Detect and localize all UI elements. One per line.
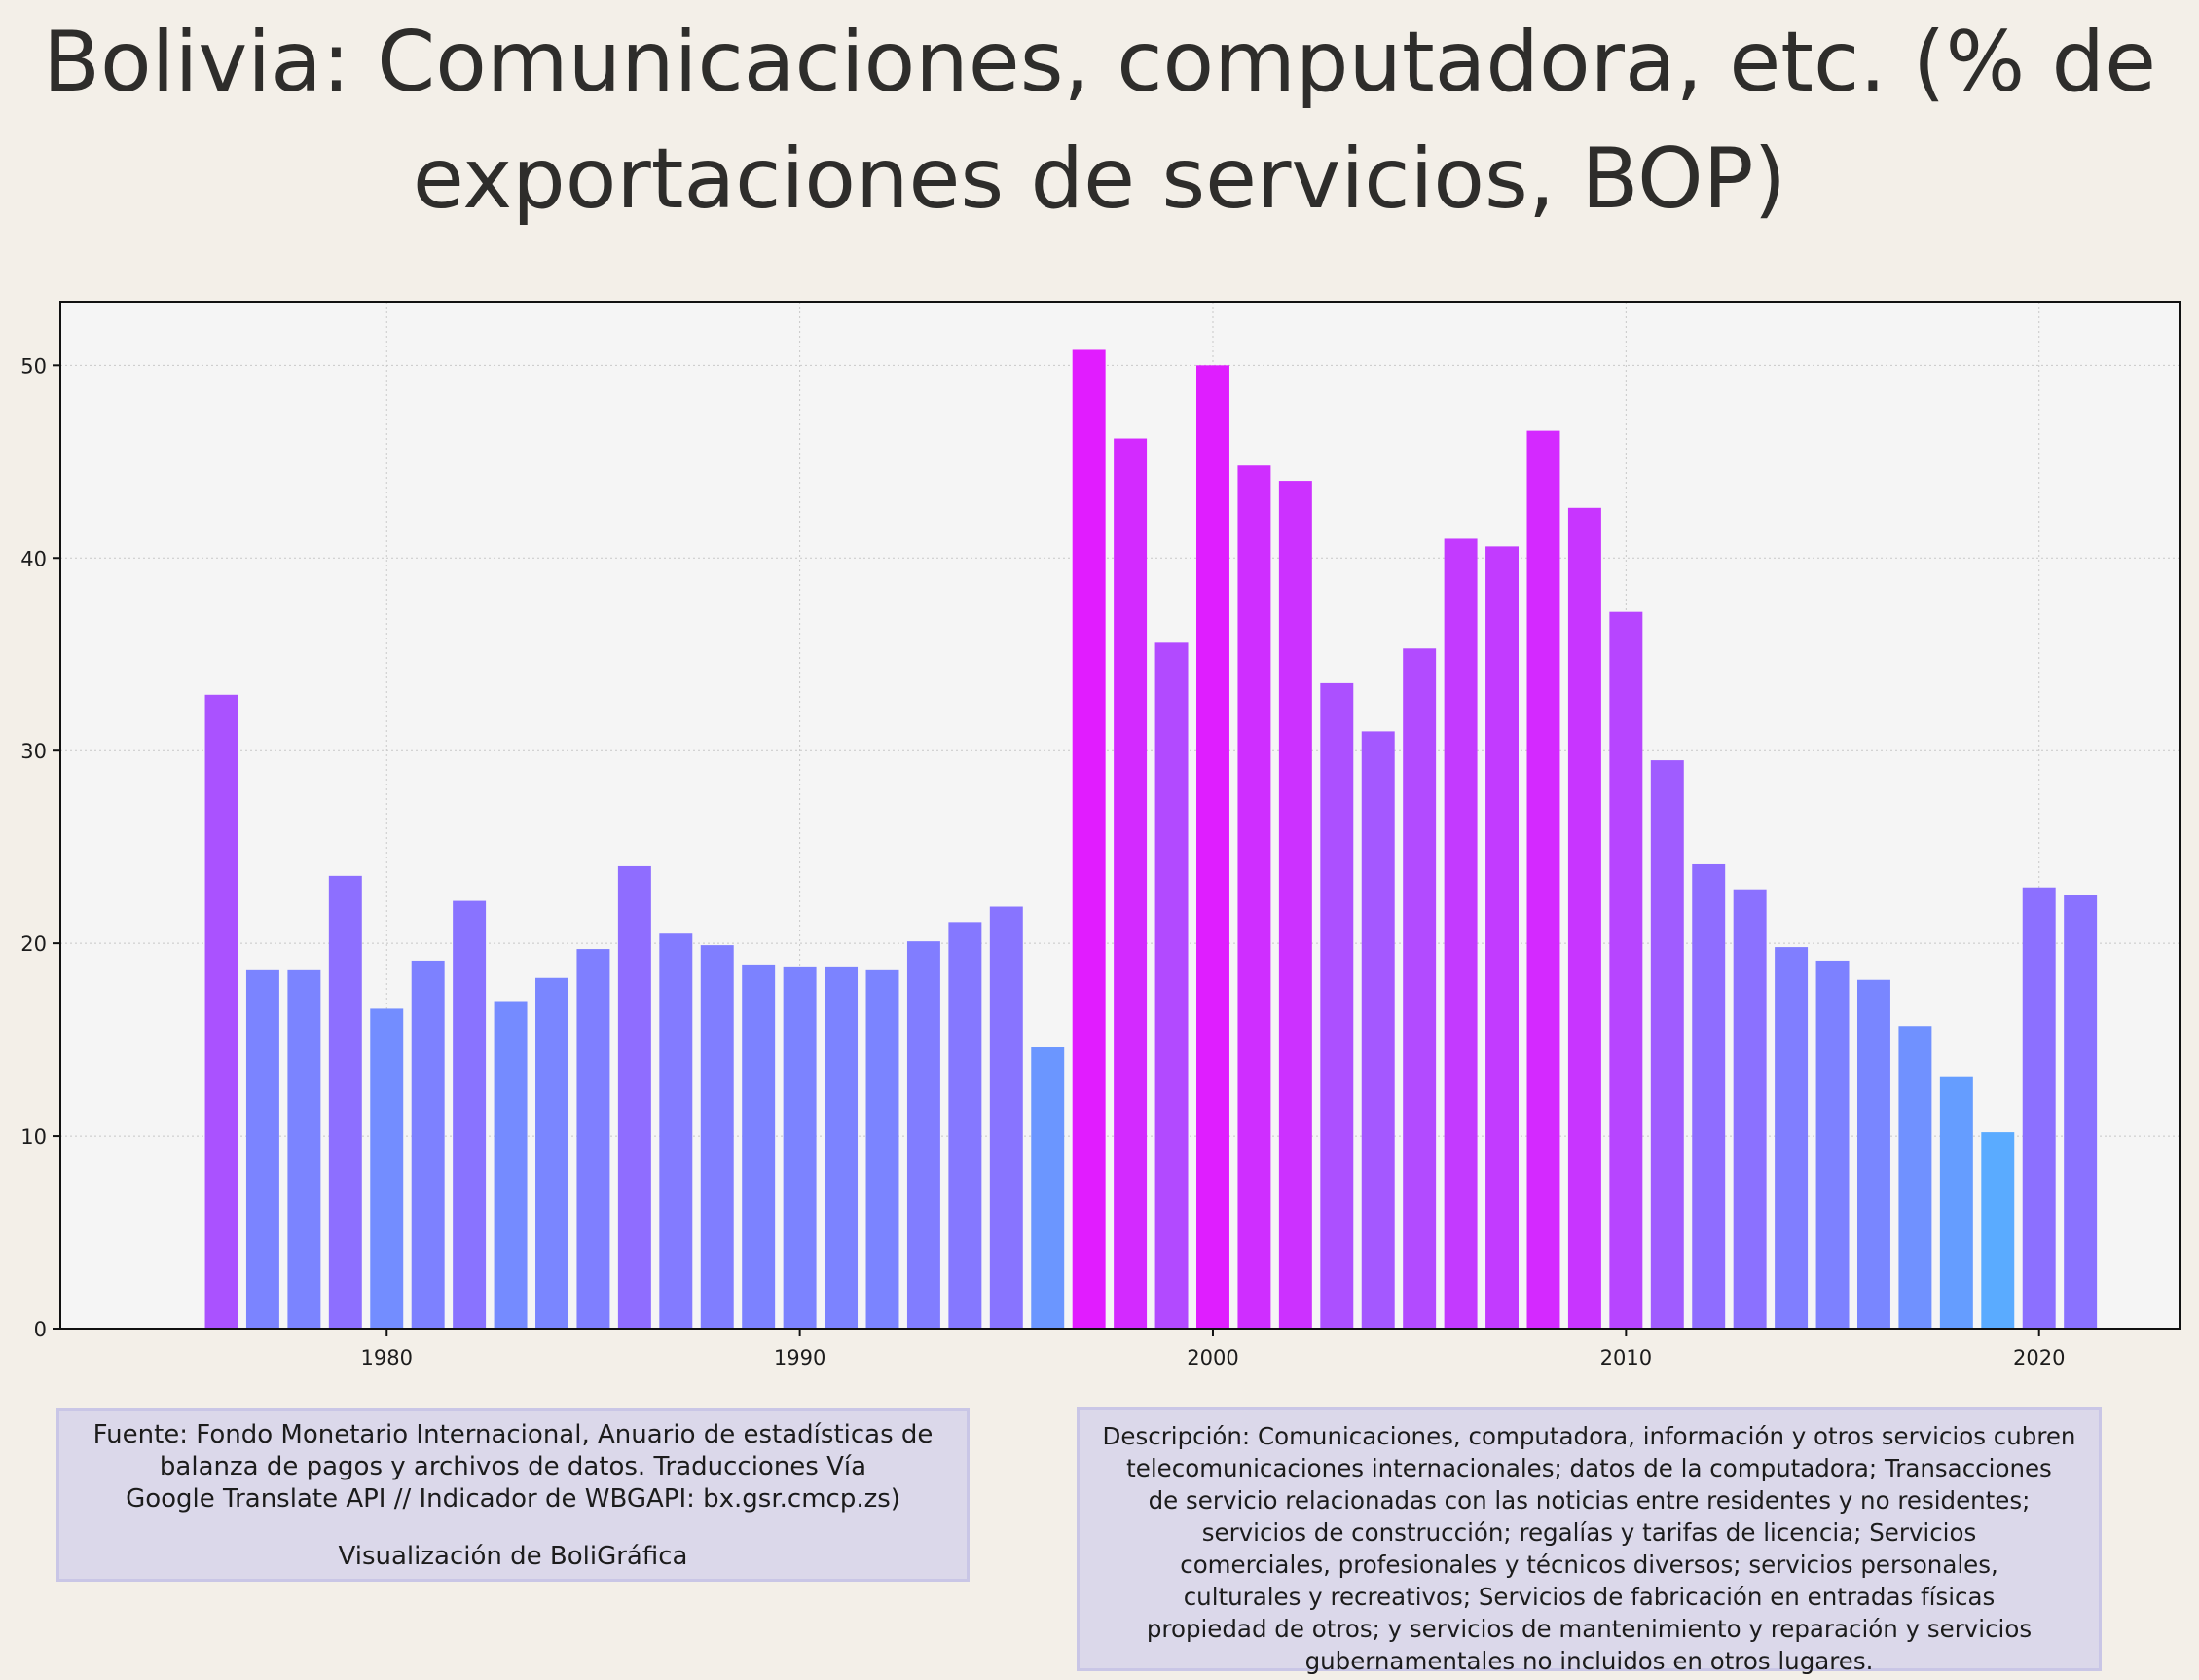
description-box: Descripción: Comunicaciones, computadora…	[1077, 1407, 2102, 1675]
bar	[1444, 538, 1478, 1329]
y-tick-label: 0	[34, 1318, 47, 1341]
description-line-8: gubernamentales no incluidos en otros lu…	[1304, 1647, 1874, 1675]
bar	[1526, 430, 1560, 1329]
bar	[1114, 438, 1148, 1330]
plot-frame	[59, 301, 2181, 1330]
bar	[1775, 947, 1809, 1329]
axes: 1980 1990 2000 2010 2020 0 10 20 30 40 50	[20, 354, 2065, 1370]
bar	[700, 945, 734, 1329]
bar	[659, 933, 693, 1329]
bar	[1981, 1132, 2015, 1329]
source-line-2: balanza de pagos y archivos de datos. Tr…	[159, 1452, 867, 1481]
bar	[328, 875, 362, 1329]
bar	[1609, 611, 1643, 1329]
bar	[1196, 365, 1229, 1329]
bar	[1567, 507, 1601, 1329]
bar	[742, 964, 776, 1329]
bar	[1072, 349, 1106, 1330]
description-line-7: propiedad de otros; y servicios de mante…	[1146, 1615, 2033, 1643]
bar	[948, 922, 982, 1329]
bar	[865, 969, 899, 1329]
bar	[1939, 1076, 1973, 1329]
chart-title: Bolivia: Comunicaciones, computadora, et…	[42, 14, 2157, 228]
bar	[617, 865, 651, 1329]
description-line-3: de servicio relacionadas con las noticia…	[1148, 1486, 2031, 1515]
bar	[535, 977, 568, 1329]
bar	[453, 900, 487, 1329]
bar-series	[204, 349, 2098, 1330]
bar	[1856, 979, 1890, 1329]
bar	[2064, 895, 2098, 1329]
bar	[494, 1001, 528, 1329]
bar	[1898, 1026, 1932, 1329]
bar	[1154, 642, 1189, 1329]
y-tick-label: 50	[20, 354, 47, 378]
bar	[2022, 887, 2056, 1329]
bar	[204, 694, 238, 1329]
bar	[287, 969, 321, 1329]
bar	[783, 966, 817, 1329]
source-line-3: Google Translate API // Indicador de WBG…	[126, 1484, 900, 1514]
bar	[1650, 760, 1684, 1329]
bar	[1237, 465, 1271, 1329]
credit-line: Visualización de BoliGráfica	[338, 1542, 688, 1571]
bar	[1031, 1047, 1065, 1329]
bar	[245, 969, 279, 1329]
bar	[1692, 863, 1726, 1329]
bar	[1361, 731, 1395, 1329]
x-tick-label: 1990	[774, 1346, 825, 1370]
bar	[370, 1008, 404, 1329]
y-tick-label: 10	[20, 1125, 47, 1149]
bar	[1403, 648, 1437, 1329]
bar	[576, 949, 610, 1329]
bar	[1485, 546, 1520, 1329]
bar	[1733, 889, 1767, 1329]
bar	[825, 966, 859, 1329]
source-box: Fuente: Fondo Monetario Internacional, A…	[56, 1408, 970, 1582]
bar	[1320, 682, 1354, 1329]
y-tick-label: 20	[20, 932, 47, 956]
x-tick-label: 1980	[361, 1346, 413, 1370]
bar	[989, 906, 1023, 1329]
bar	[906, 941, 940, 1329]
description-line-2: telecomunicaciones internacionales; dato…	[1126, 1454, 2052, 1482]
description-line-5: comerciales, profesionales y técnicos di…	[1180, 1551, 1998, 1579]
x-tick-label: 2020	[2013, 1346, 2065, 1370]
bar	[1815, 960, 1850, 1329]
bar	[1278, 481, 1312, 1329]
source-line-1: Fuente: Fondo Monetario Internacional, A…	[92, 1420, 934, 1449]
description-line-6: culturales y recreativos; Servicios de f…	[1183, 1583, 1996, 1611]
x-tick-label: 2010	[1600, 1346, 1652, 1370]
description-line-1: Descripción: Comunicaciones, computadora…	[1102, 1422, 2076, 1450]
description-line-4: servicios de construcción; regalías y ta…	[1201, 1518, 1977, 1547]
y-tick-label: 30	[20, 740, 47, 763]
x-tick-label: 2000	[1187, 1346, 1238, 1370]
y-tick-label: 40	[20, 547, 47, 570]
bar	[411, 960, 445, 1329]
